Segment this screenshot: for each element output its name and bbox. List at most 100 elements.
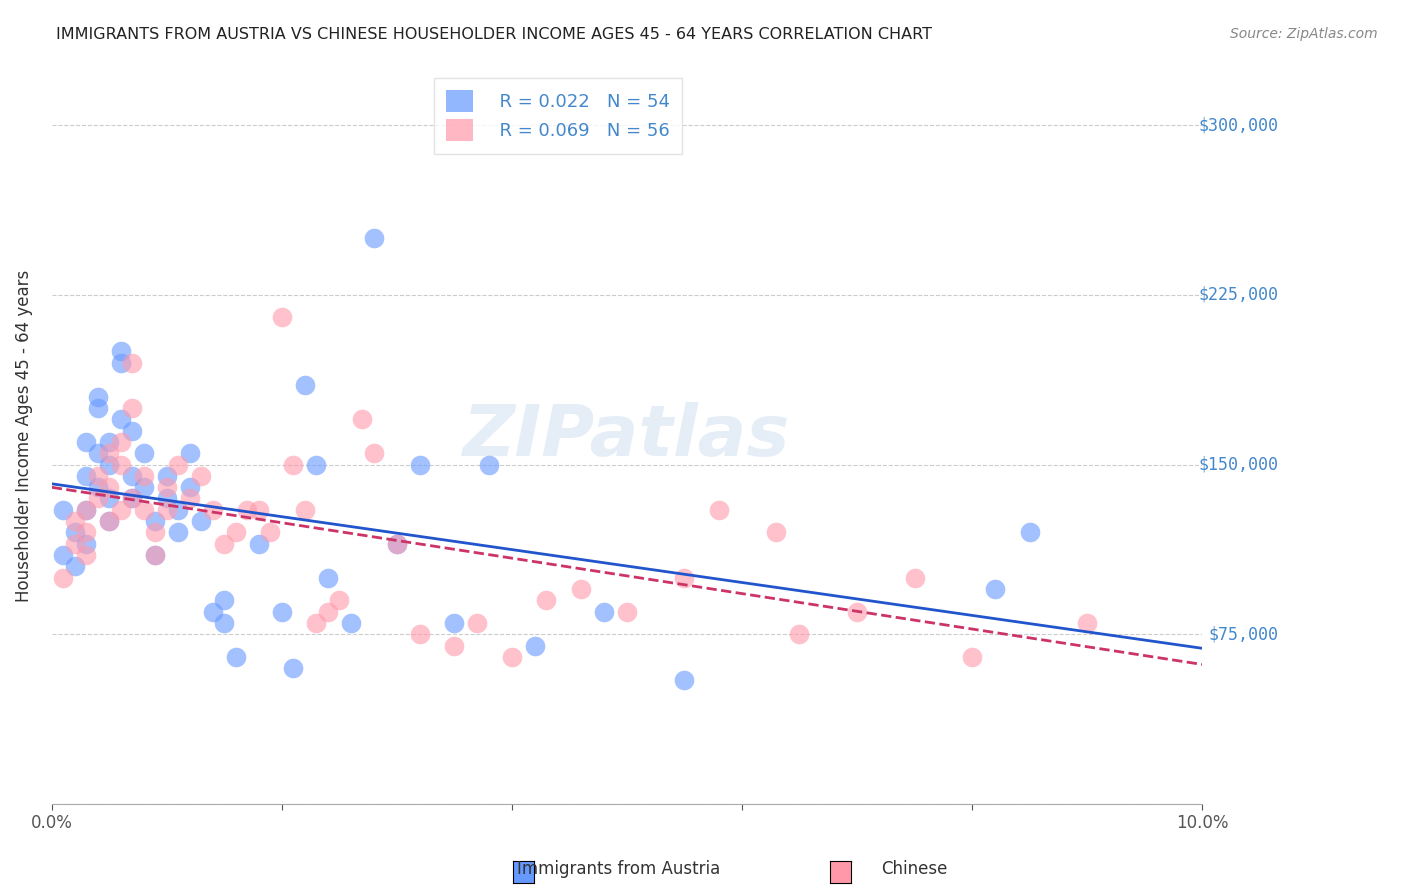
Chinese (98, 514, 121, 528)
Immigrants from Austria (87, 390, 110, 404)
Immigrants from Austria (98, 514, 121, 528)
Immigrants from Austria (75, 503, 97, 517)
Chinese (903, 571, 925, 585)
Immigrants from Austria (478, 458, 501, 472)
Immigrants from Austria (523, 639, 546, 653)
Chinese (385, 537, 408, 551)
Chinese (328, 593, 350, 607)
Immigrants from Austria (98, 491, 121, 506)
Chinese (501, 649, 523, 664)
Immigrants from Austria (110, 412, 132, 426)
Chinese (960, 649, 983, 664)
Immigrants from Austria (75, 468, 97, 483)
Immigrants from Austria (121, 468, 143, 483)
Immigrants from Austria (225, 649, 247, 664)
Immigrants from Austria (443, 615, 465, 630)
Chinese (98, 480, 121, 494)
Chinese (294, 503, 316, 517)
Chinese (121, 491, 143, 506)
Immigrants from Austria (214, 593, 236, 607)
Immigrants from Austria (156, 491, 179, 506)
Text: IMMIGRANTS FROM AUSTRIA VS CHINESE HOUSEHOLDER INCOME AGES 45 - 64 YEARS CORRELA: IMMIGRANTS FROM AUSTRIA VS CHINESE HOUSE… (56, 27, 932, 42)
Immigrants from Austria (121, 491, 143, 506)
Chinese (846, 605, 869, 619)
Chinese (247, 503, 270, 517)
Immigrants from Austria (110, 356, 132, 370)
Text: Source: ZipAtlas.com: Source: ZipAtlas.com (1230, 27, 1378, 41)
Chinese (179, 491, 201, 506)
Immigrants from Austria (316, 571, 339, 585)
Chinese (156, 480, 179, 494)
Chinese (110, 458, 132, 472)
Immigrants from Austria (201, 605, 224, 619)
Chinese (167, 458, 190, 472)
Chinese (569, 582, 592, 596)
Immigrants from Austria (385, 537, 408, 551)
Immigrants from Austria (132, 446, 155, 460)
Chinese (214, 537, 236, 551)
Chinese (536, 593, 558, 607)
Immigrants from Austria (984, 582, 1007, 596)
Chinese (316, 605, 339, 619)
Chinese (87, 491, 110, 506)
Immigrants from Austria (121, 424, 143, 438)
Text: $150,000: $150,000 (1198, 456, 1278, 474)
Chinese (143, 525, 166, 540)
Chinese (225, 525, 247, 540)
Chinese (52, 571, 75, 585)
Text: $225,000: $225,000 (1198, 285, 1278, 304)
Chinese (765, 525, 787, 540)
Text: $300,000: $300,000 (1198, 116, 1278, 134)
Immigrants from Austria (179, 446, 201, 460)
Immigrants from Austria (87, 401, 110, 415)
Immigrants from Austria (98, 458, 121, 472)
Text: Chinese: Chinese (880, 860, 948, 878)
Chinese (98, 446, 121, 460)
Immigrants from Austria (63, 525, 86, 540)
Chinese (1076, 615, 1098, 630)
Chinese (143, 548, 166, 562)
Chinese (121, 356, 143, 370)
Chinese (75, 503, 97, 517)
Immigrants from Austria (214, 615, 236, 630)
Immigrants from Austria (167, 503, 190, 517)
Chinese (75, 525, 97, 540)
Immigrants from Austria (247, 537, 270, 551)
Chinese (616, 605, 638, 619)
Chinese (409, 627, 432, 641)
Immigrants from Austria (63, 559, 86, 574)
Chinese (270, 310, 292, 325)
Chinese (707, 503, 730, 517)
Immigrants from Austria (143, 548, 166, 562)
Chinese (132, 468, 155, 483)
Text: ZIPatlas: ZIPatlas (463, 401, 790, 471)
Immigrants from Austria (305, 458, 328, 472)
Chinese (190, 468, 212, 483)
Chinese (352, 412, 374, 426)
Y-axis label: Householder Income Ages 45 - 64 years: Householder Income Ages 45 - 64 years (15, 270, 32, 602)
Chinese (467, 615, 489, 630)
Chinese (87, 468, 110, 483)
Chinese (236, 503, 259, 517)
Chinese (443, 639, 465, 653)
Immigrants from Austria (593, 605, 616, 619)
Immigrants from Austria (294, 378, 316, 392)
Immigrants from Austria (673, 673, 696, 687)
Chinese (110, 503, 132, 517)
Immigrants from Austria (340, 615, 363, 630)
Chinese (201, 503, 224, 517)
Immigrants from Austria (283, 661, 305, 675)
Chinese (75, 548, 97, 562)
Chinese (363, 446, 385, 460)
Chinese (673, 571, 696, 585)
Immigrants from Austria (1018, 525, 1040, 540)
Chinese (156, 503, 179, 517)
Immigrants from Austria (75, 537, 97, 551)
Immigrants from Austria (75, 434, 97, 449)
Immigrants from Austria (132, 480, 155, 494)
Immigrants from Austria (167, 525, 190, 540)
Immigrants from Austria (156, 468, 179, 483)
Immigrants from Austria (98, 434, 121, 449)
Immigrants from Austria (110, 344, 132, 359)
Chinese (305, 615, 328, 630)
